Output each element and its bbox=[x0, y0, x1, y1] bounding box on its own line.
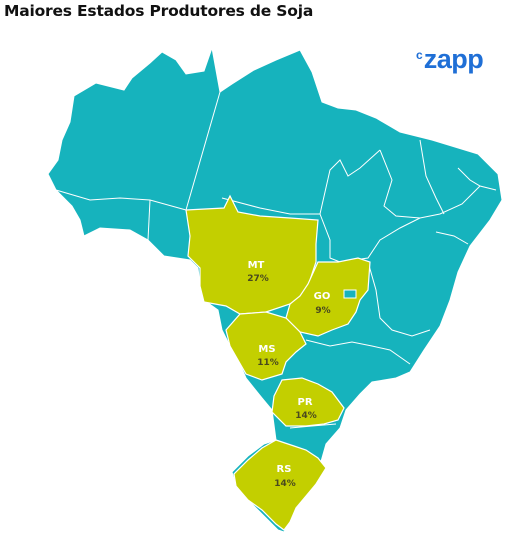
logo-prefix: c bbox=[416, 48, 423, 62]
border-line bbox=[185, 91, 221, 211]
border-line bbox=[305, 339, 411, 365]
border-line bbox=[379, 149, 481, 219]
logo-word: zapp bbox=[423, 44, 484, 74]
state-value: 14% bbox=[274, 479, 296, 489]
state-value: 14% bbox=[295, 411, 317, 421]
label-ms: MS 11% bbox=[257, 344, 279, 368]
border-line bbox=[289, 423, 337, 429]
czapp-logo: czapp bbox=[416, 44, 484, 75]
border-line bbox=[457, 167, 497, 191]
border-line bbox=[147, 199, 151, 241]
state-borders bbox=[55, 91, 497, 429]
state-code: MS bbox=[258, 344, 275, 355]
state-rs bbox=[233, 439, 327, 531]
state-code: GO bbox=[314, 291, 331, 302]
map-title: Maiores Estados Produtores de Soja bbox=[4, 2, 314, 20]
state-ms bbox=[225, 311, 307, 381]
state-value: 27% bbox=[247, 274, 269, 284]
border-line bbox=[221, 149, 381, 215]
state-go bbox=[285, 257, 371, 337]
border-line bbox=[55, 189, 187, 211]
label-mt: MT 27% bbox=[247, 260, 269, 284]
federal-district bbox=[343, 289, 357, 299]
border-line bbox=[419, 139, 445, 215]
state-value: 11% bbox=[257, 358, 279, 368]
label-rs: RS 14% bbox=[274, 464, 296, 489]
state-code: RS bbox=[277, 464, 292, 475]
label-go: GO 9% bbox=[314, 291, 331, 316]
state-pr bbox=[271, 377, 345, 427]
border-line bbox=[435, 231, 469, 245]
border-line bbox=[367, 261, 431, 337]
state-code: PR bbox=[297, 397, 312, 408]
label-pr: PR 14% bbox=[295, 397, 317, 421]
state-value: 9% bbox=[315, 306, 330, 316]
state-code: MT bbox=[248, 260, 265, 271]
